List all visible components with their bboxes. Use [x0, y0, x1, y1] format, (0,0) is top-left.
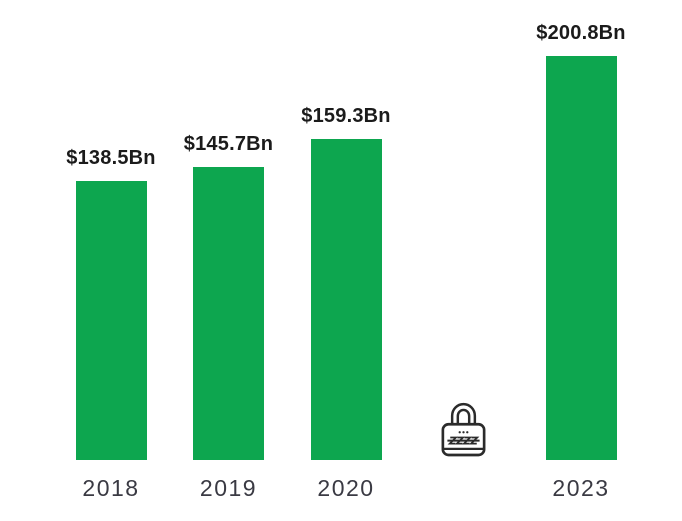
padlock-zzz-icon — [441, 402, 486, 457]
bar — [545, 56, 617, 460]
bar — [310, 139, 382, 460]
x-axis-tick-label: 2019 — [199, 475, 258, 501]
chart-column — [425, 0, 503, 521]
x-axis-tick-label: 2023 — [552, 475, 610, 501]
chart-column: $138.5Bn 2018 — [66, 0, 155, 521]
bar — [75, 181, 147, 460]
chart-column: $159.3Bn 2020 — [301, 0, 390, 521]
bar-value-label: $159.3Bn — [301, 105, 391, 127]
bar — [193, 167, 264, 460]
bar-value-label: $145.7Bn — [183, 133, 274, 155]
bar-value-label: $138.5Bn — [66, 147, 156, 169]
x-axis-tick-label: 2020 — [317, 475, 375, 501]
x-axis-tick-label: 2018 — [82, 475, 140, 501]
bar-value-label: $200.8Bn — [536, 22, 626, 44]
chart-column: $145.7Bn 2019 — [184, 0, 273, 521]
chart-column: $200.8Bn 2023 — [536, 0, 625, 521]
